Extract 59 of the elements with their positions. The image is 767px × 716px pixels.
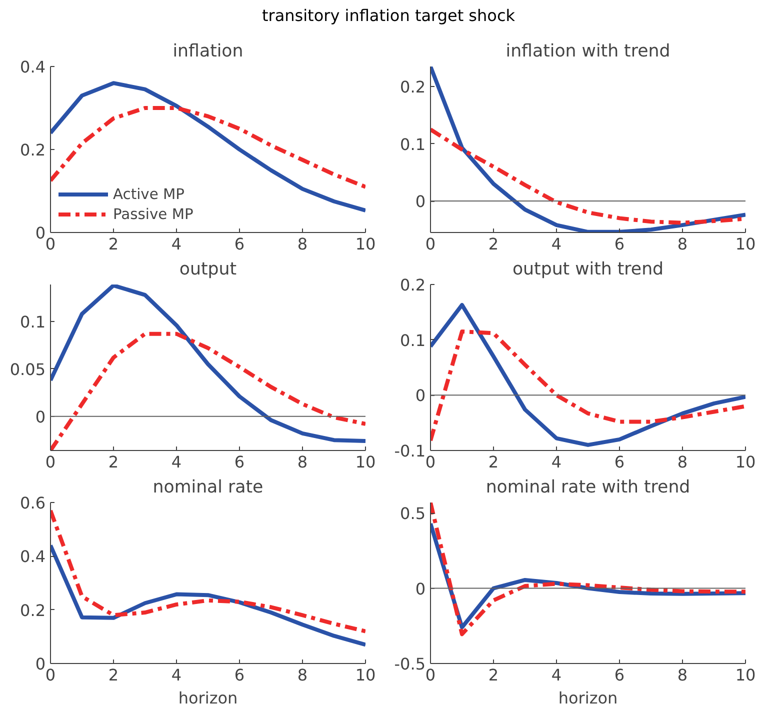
x-tick-label: 8	[297, 234, 308, 254]
x-tick-label: 4	[171, 234, 182, 254]
y-tick-label: 0.2	[400, 276, 426, 294]
x-tick-label: 10	[735, 666, 756, 684]
x-tick-label: 10	[735, 234, 756, 254]
x-tick-label: 6	[234, 666, 245, 684]
x-tick-label: 8	[677, 234, 688, 254]
x-tick-label: 8	[297, 452, 308, 472]
x-tick-label: 10	[355, 666, 376, 684]
y-tick-label: 0.2	[20, 600, 46, 620]
y-tick-label: 0	[415, 386, 426, 406]
x-tick-label: 6	[234, 452, 245, 472]
chart-title: output with trend	[512, 260, 664, 280]
x-tick-label: 4	[171, 666, 182, 684]
y-tick-label: 0.2	[20, 140, 46, 160]
x-tick-label: 4	[171, 452, 182, 472]
x-tick-label: 10	[355, 234, 376, 254]
x-tick-label: 6	[614, 666, 625, 684]
x-tick-label: 8	[297, 666, 308, 684]
y-tick-label: 0	[35, 407, 46, 426]
y-tick-label: -0.1	[394, 442, 426, 460]
legend-label: Passive MP	[113, 206, 194, 222]
y-tick-label: 0.1	[400, 330, 426, 350]
x-tick-label: 8	[677, 666, 688, 684]
legend-label: Active MP	[113, 186, 184, 202]
x-axis-title: horizon	[558, 688, 618, 708]
x-tick-label: 2	[108, 452, 119, 472]
y-tick-label: 0.5	[400, 504, 426, 524]
chart-title: output	[179, 260, 237, 280]
x-tick-label: 2	[108, 234, 119, 254]
y-tick-label: 0.05	[10, 360, 46, 379]
y-tick-label: 0.2	[400, 78, 426, 97]
x-tick-label: 10	[735, 452, 756, 472]
x-tick-label: 6	[234, 234, 245, 254]
chart-title: nominal rate with trend	[486, 478, 690, 498]
x-tick-label: 4	[551, 234, 562, 254]
x-tick-label: 6	[614, 452, 625, 472]
y-tick-label: 0	[415, 192, 426, 212]
x-tick-label: 4	[551, 452, 562, 472]
x-tick-label: 2	[488, 666, 499, 684]
y-tick-label: -0.5	[394, 654, 426, 674]
y-tick-label: 0	[415, 579, 426, 598]
chart-title: nominal rate	[152, 478, 264, 498]
y-tick-label: 0.1	[400, 134, 426, 154]
x-tick-label: 4	[551, 666, 562, 684]
y-tick-label: 0.1	[20, 312, 46, 332]
chart-title: inflation with trend	[506, 42, 670, 62]
x-tick-label: 8	[677, 452, 688, 472]
y-tick-label: 0.4	[20, 58, 46, 76]
x-tick-label: 2	[488, 234, 499, 254]
x-axis-title: horizon	[178, 688, 238, 708]
chart-title: inflation	[172, 42, 244, 62]
y-tick-label: 0.4	[20, 547, 46, 566]
x-tick-label: 2	[488, 452, 499, 472]
y-tick-label: 0.6	[20, 494, 46, 512]
x-tick-label: 2	[108, 666, 119, 684]
text: transitory inflation target shock	[262, 5, 516, 27]
x-tick-label: 6	[614, 234, 625, 254]
x-tick-label: 10	[355, 452, 376, 472]
